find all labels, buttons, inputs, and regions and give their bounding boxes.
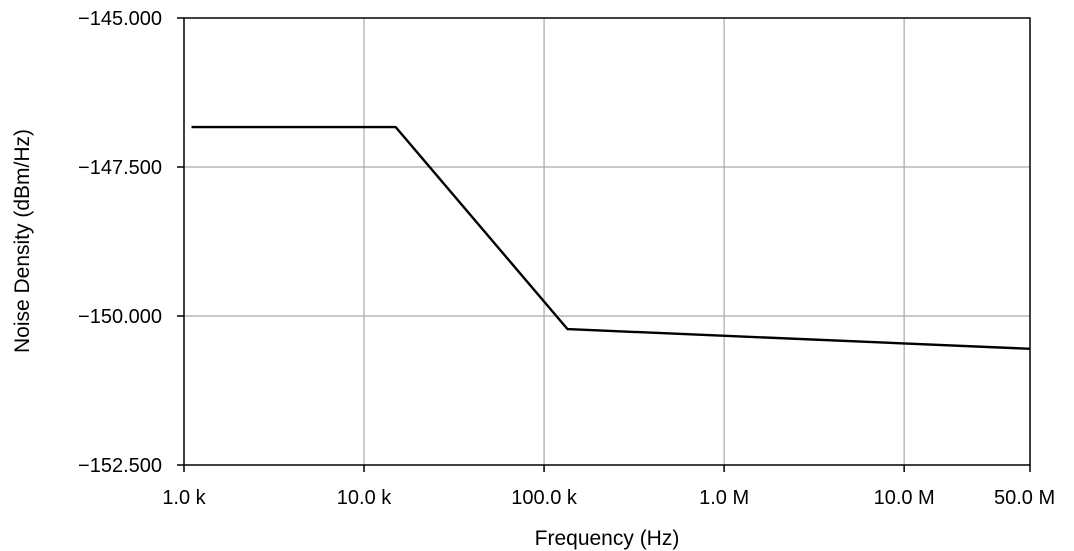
noise-density-line [191,125,1031,350]
x-tick-label: 50.0 M [994,487,1055,509]
x-tick-label: 100.0 k [511,487,578,509]
x-tick-label: 1.0 k [162,487,206,509]
axis-ticks [177,17,1031,472]
x-axis-label: Frequency (Hz) [535,527,680,550]
y-tick-label: −147.500 [78,157,162,179]
x-tick-label: 10.0 M [874,487,935,509]
grid-lines [184,18,1030,465]
y-tick-label: −145.000 [78,8,162,30]
series-layer [191,125,1031,350]
plot-area-frame [183,17,1031,466]
y-tick-labels: −145.000 −147.500 −150.000 −152.500 [78,8,162,477]
x-tick-label: 10.0 k [337,487,392,509]
y-tick-label: −152.500 [78,455,162,477]
y-axis-label: Noise Density (dBm/Hz) [11,129,34,353]
x-tick-labels: 1.0 k 10.0 k 100.0 k 1.0 M 10.0 M 50.0 M [162,487,1055,509]
y-tick-label: −150.000 [78,306,162,328]
x-tick-label: 1.0 M [699,487,749,509]
